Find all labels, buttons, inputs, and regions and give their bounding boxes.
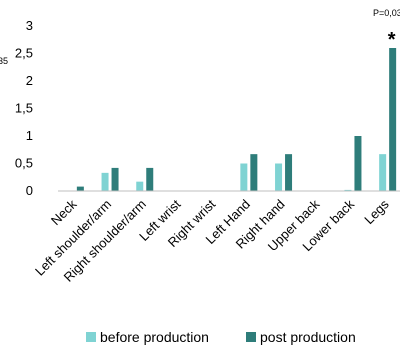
bar — [379, 154, 387, 191]
y-tick-label: 1 — [26, 128, 33, 143]
bar — [250, 154, 258, 191]
bar — [136, 181, 144, 191]
legend-swatch — [246, 332, 256, 342]
x-tick-label: Neck — [48, 196, 80, 228]
y-tick-label: 2 — [26, 73, 33, 88]
y-axis-ticks: 0 0,5 1 1,5 2 2,5 3 — [15, 18, 33, 198]
edge-fragment-text: 35 — [0, 56, 8, 66]
y-tick-label: 3 — [26, 18, 33, 33]
bar — [389, 48, 397, 191]
bar — [285, 154, 293, 191]
legend-swatch — [86, 332, 96, 342]
bars — [76, 48, 397, 191]
significance-marker: * — [388, 29, 396, 51]
y-tick-label: 0,5 — [15, 156, 33, 171]
bar — [76, 186, 84, 191]
y-tick-label: 1,5 — [15, 101, 33, 116]
legend: before production post production — [86, 329, 356, 345]
bar — [111, 167, 119, 191]
bar — [101, 172, 109, 191]
bar — [354, 136, 362, 191]
y-tick-label: 2,5 — [15, 46, 33, 61]
legend-label: post production — [260, 329, 356, 345]
x-tick-label: Legs — [361, 196, 392, 227]
bar — [275, 163, 283, 191]
legend-label: before production — [100, 329, 209, 345]
bar — [344, 189, 352, 191]
p-value-annotation: P=0,03 — [373, 8, 400, 18]
bar — [240, 163, 248, 191]
bar — [146, 167, 154, 191]
y-tick-label: 0 — [26, 183, 33, 198]
